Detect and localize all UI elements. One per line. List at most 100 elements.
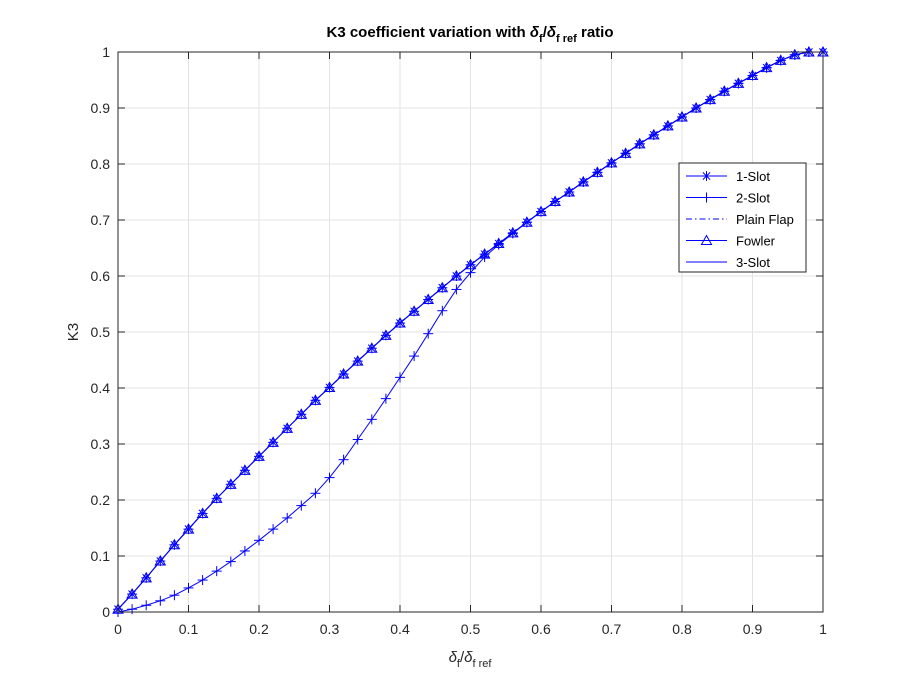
y-tick-label: 0.9: [91, 100, 111, 116]
data-point-fowler: [182, 523, 195, 534]
data-point-fowler: [210, 492, 223, 503]
data-point-fowler: [436, 281, 449, 293]
x-axis-label: δf/δf ref: [449, 649, 493, 670]
data-point-fowler: [662, 119, 674, 131]
data-point-fowler: [267, 436, 279, 447]
y-tick-label: 0.6: [91, 268, 111, 284]
data-point-2-slot: [254, 535, 264, 546]
data-point-fowler: [224, 478, 237, 489]
data-point-2-slot: [169, 590, 180, 601]
data-point-fowler: [633, 137, 646, 149]
y-tick-label: 0.2: [91, 492, 111, 508]
data-point-fowler: [690, 101, 702, 113]
y-tick-label: 0: [102, 604, 110, 620]
x-tick-label: 0.2: [249, 621, 269, 637]
data-point-2-slot: [352, 434, 363, 445]
x-tick-label: 0.4: [390, 621, 410, 637]
data-point-fowler: [140, 571, 153, 583]
data-point-fowler: [154, 555, 167, 566]
legend: 1-Slot 2-Slot Plain Flap Fowler 3-Slot: [678, 162, 807, 273]
data-point-fowler: [718, 85, 731, 96]
data-point-fowler: [365, 342, 378, 353]
data-point-2-slot: [338, 454, 349, 465]
data-point-fowler: [337, 367, 350, 379]
data-point-fowler: [380, 329, 392, 340]
legend-label: 3-Slot: [736, 255, 770, 270]
data-point-fowler: [112, 603, 124, 614]
data-point-fowler: [464, 258, 477, 270]
data-point-fowler: [746, 69, 759, 81]
legend-label: 2-Slot: [736, 191, 770, 206]
data-point-2-slot: [239, 545, 250, 556]
data-point-fowler: [281, 422, 294, 433]
legend-item-3-slot: 3-Slot: [686, 255, 770, 270]
data-point-2-slot: [141, 600, 152, 611]
data-point-fowler: [676, 110, 688, 122]
legend-label: Fowler: [736, 234, 776, 249]
xlabel-delta-2: δ: [464, 649, 473, 666]
data-point-fowler: [394, 317, 406, 328]
xlabel-subscript-2: f ref: [472, 658, 492, 670]
axis-ticks: 0 0.1 0.2 0.3 0.4 0.5 0.6 0.7 0.8 0.9 1 0 0.1 0.2 0.3 0…: [91, 44, 828, 637]
data-point-2-slot: [366, 414, 377, 425]
title-suffix: ratio: [577, 24, 614, 41]
legend-item-plain-flap: Plain Flap: [686, 212, 794, 227]
data-point-2-slot: [423, 328, 434, 339]
y-axis-label: K3: [65, 323, 82, 341]
data-point-2-slot: [268, 524, 279, 535]
x-tick-label: 0.8: [672, 621, 692, 637]
data-point-2-slot: [225, 556, 236, 567]
data-point-fowler: [549, 195, 561, 207]
data-point-2-slot: [395, 372, 405, 383]
data-point-fowler: [295, 408, 308, 419]
data-point-fowler: [591, 166, 604, 177]
title-subscript-2: f ref: [556, 33, 577, 45]
title-delta-1: δ: [530, 24, 540, 41]
data-point-fowler: [309, 394, 322, 405]
data-point-2-slot: [127, 604, 138, 615]
data-point-2-slot: [465, 267, 476, 278]
data-point-fowler: [351, 355, 364, 366]
y-tick-label: 0.1: [91, 548, 111, 564]
legend-label: 1-Slot: [736, 169, 770, 184]
y-tick-label: 0.3: [91, 436, 111, 452]
data-point-2-slot: [183, 582, 194, 593]
title-prefix: K3 coefficient variation with: [327, 24, 530, 41]
data-point-2-slot: [296, 500, 307, 511]
data-point-fowler: [408, 305, 420, 316]
legend-items: 1-Slot 2-Slot Plain Flap Fowler 3-Slot: [686, 169, 794, 270]
data-point-fowler: [605, 156, 618, 168]
data-point-2-slot: [282, 512, 293, 523]
x-tick-label: 0.9: [743, 621, 763, 637]
legend-marker: [701, 171, 712, 181]
y-tick-label: 1: [102, 44, 110, 60]
legend-item-fowler: Fowler: [686, 234, 776, 249]
x-tick-label: 0.7: [602, 621, 622, 637]
data-point-fowler: [521, 216, 533, 227]
data-point-2-slot: [310, 488, 321, 499]
legend-label: Plain Flap: [736, 212, 794, 227]
legend-item-1-slot: 1-Slot: [686, 169, 770, 184]
chart-title: K3 coefficient variation with δf/δf ref …: [327, 24, 614, 45]
xlabel-subscript-1: f: [457, 658, 461, 670]
legend-item-2-slot: 2-Slot: [686, 191, 770, 206]
data-point-fowler: [323, 381, 336, 392]
data-point-fowler: [126, 588, 138, 599]
legend-marker: [701, 192, 712, 203]
data-point-2-slot: [211, 566, 222, 577]
xlabel-slash: /: [460, 649, 465, 666]
data-point-fowler: [506, 226, 519, 238]
y-tick-label: 0.4: [91, 380, 111, 396]
title-delta-2: δ: [547, 24, 557, 41]
data-point-fowler: [168, 538, 181, 550]
data-point-fowler: [253, 450, 265, 461]
xlabel-delta-1: δ: [449, 649, 458, 666]
series-line-3-slot: [117, 51, 823, 610]
legend-marker: [700, 234, 713, 245]
data-point-fowler: [239, 464, 251, 475]
series-3-slot: [117, 51, 823, 610]
x-tick-label: 0.3: [320, 621, 340, 637]
data-point-fowler: [647, 128, 660, 140]
y-tick-label: 0.7: [91, 212, 111, 228]
